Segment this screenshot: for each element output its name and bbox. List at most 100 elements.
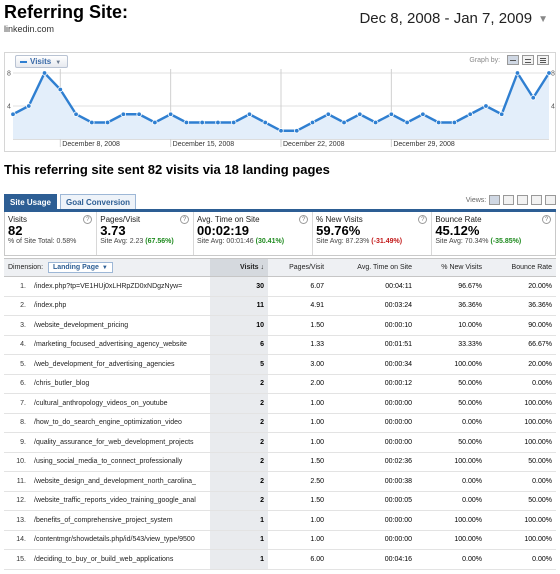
pages-per-visit-cell: 1.00 — [268, 413, 329, 433]
data-point — [104, 119, 111, 126]
visits-cell: 30 — [210, 276, 269, 297]
landing-page-link[interactable]: /benefits_of_comprehensive_project_syste… — [30, 510, 211, 531]
column-header-bounce-rate[interactable]: Bounce Rate — [486, 258, 557, 277]
avg-time-cell: 00:02:36 — [328, 452, 417, 472]
date-range-picker[interactable]: Dec 8, 2008 - Jan 7, 2009 ▼ — [359, 10, 548, 27]
help-icon[interactable]: ? — [418, 215, 428, 224]
x-tick-label: December 8, 2008 — [62, 141, 120, 148]
dimension-selector-dropdown[interactable]: Landing Page ▼ — [47, 262, 113, 273]
performance-view-icon[interactable] — [517, 195, 529, 205]
metric-comparison-prefix: Site Avg: 2.23 — [100, 238, 146, 245]
new-visits-cell: 50.00% — [416, 393, 487, 414]
visits-graph-panel: Visits ▼ Graph by: 4 4 8 8 December 8, 2008 De… — [4, 52, 556, 152]
metric-comparison: Site Avg: 00:01:46 (30.41%) — [197, 238, 309, 245]
avg-time-cell: 00:00:10 — [328, 315, 417, 336]
avg-time-cell: 00:00:05 — [328, 491, 417, 511]
landing-page-link[interactable]: /quality_assurance_for_web_development_p… — [30, 432, 211, 453]
tab-goal-conversion[interactable]: Goal Conversion — [60, 194, 137, 209]
data-point — [435, 119, 442, 126]
metric-value: 3.73 — [100, 223, 126, 238]
landing-page-link[interactable]: /index.php?tp=VE1HUj0xLHRpZD0xNDgzNyw= — [30, 276, 211, 297]
pivot-view-icon[interactable] — [545, 195, 556, 205]
metric-comparison: Site Avg: 2.23 (67.56%) — [100, 238, 190, 245]
landing-pages-table: Dimension: Landing Page ▼ Visits ↓ Pages/… — [4, 258, 557, 570]
referring-site-name: linkedin.com — [4, 24, 55, 34]
visits-cell: 2 — [210, 432, 269, 453]
new-visits-cell: 100.00% — [416, 530, 487, 550]
new-visits-cell: 100.00% — [416, 354, 487, 375]
landing-page-link[interactable]: /marketing_focused_advertising_agency_we… — [30, 335, 211, 355]
table-row: 9./quality_assurance_for_web_development… — [4, 432, 557, 453]
column-header-new-visits[interactable]: % New Visits — [416, 258, 487, 277]
metric-comparison-value: (-35.85%) — [490, 238, 522, 245]
data-point — [404, 119, 410, 126]
data-point — [152, 119, 158, 126]
comparison-view-icon[interactable] — [531, 195, 543, 205]
table-row: 4./marketing_focused_advertising_agency_… — [4, 335, 557, 355]
landing-page-link[interactable]: /using_social_media_to_connect_professio… — [30, 452, 211, 472]
landing-page-link[interactable]: /deciding_to_buy_or_build_web_applicatio… — [30, 549, 211, 570]
metric-comparison-prefix: Site Avg: 00:01:46 — [196, 238, 256, 245]
graph-by-month-button[interactable] — [537, 55, 549, 65]
pages-per-visit-cell: 1.50 — [268, 315, 329, 336]
landing-page-link[interactable]: /index.php — [30, 296, 211, 316]
table-view-icon[interactable] — [489, 195, 501, 205]
new-visits-cell: 10.00% — [416, 315, 487, 336]
pages-per-visit-cell: 3.00 — [268, 354, 329, 375]
graph-by-week-button[interactable] — [522, 55, 535, 65]
help-icon[interactable]: ? — [541, 215, 551, 224]
dimension-selector-label: Landing Page — [52, 264, 99, 271]
landing-page-link[interactable]: /cultural_anthropology_videos_on_youtube — [30, 393, 211, 414]
pie-view-icon[interactable] — [503, 195, 515, 205]
metric-selector-dropdown[interactable]: Visits ▼ — [15, 55, 69, 68]
landing-page-link[interactable]: /how_to_do_search_engine_optimization_vi… — [30, 413, 211, 433]
visits-cell: 1 — [210, 530, 269, 550]
bounce-rate-cell: 36.36% — [486, 296, 557, 316]
landing-page-link[interactable]: /chris_butler_blog — [30, 374, 211, 394]
column-header-visits[interactable]: Visits ↓ — [210, 258, 269, 277]
help-icon[interactable]: ? — [299, 215, 309, 224]
x-tick-label: December 29, 2008 — [393, 141, 455, 148]
data-point — [246, 111, 253, 117]
row-number: 7. — [4, 393, 30, 414]
landing-page-link[interactable]: /website_traffic_reports_video_training_… — [30, 491, 211, 511]
report-tabs: Site Usage Goal Conversion Views: — [4, 194, 556, 209]
graph-by-day-button[interactable] — [507, 55, 520, 65]
help-icon[interactable]: ? — [83, 215, 93, 224]
visits-cell: 2 — [210, 452, 269, 472]
landing-page-link[interactable]: /web_development_for_advertising_agencie… — [30, 354, 211, 375]
avg-time-cell: 00:04:11 — [328, 276, 417, 297]
pages-per-visit-cell: 1.00 — [268, 530, 329, 550]
tab-site-usage[interactable]: Site Usage — [4, 194, 57, 209]
data-point — [199, 119, 205, 126]
column-header-pages-per-visit[interactable]: Pages/Visit — [268, 258, 329, 277]
data-point — [294, 128, 300, 134]
bounce-rate-cell: 100.00% — [486, 510, 557, 531]
avg-time-cell: 00:00:00 — [328, 393, 417, 414]
landing-page-link[interactable]: /website_development_pricing — [30, 315, 211, 336]
metric-selector-label: Visits — [30, 57, 52, 66]
data-point — [41, 70, 48, 76]
bounce-rate-cell: 100.00% — [486, 432, 557, 453]
y-tick-label: 8 — [551, 71, 555, 78]
chevron-down-icon: ▼ — [538, 13, 548, 25]
new-visits-cell: 36.36% — [416, 296, 487, 316]
row-number: 1. — [4, 276, 30, 297]
visits-cell: 2 — [210, 374, 269, 394]
pages-per-visit-cell: 2.50 — [268, 471, 329, 492]
y-tick-label: 8 — [7, 71, 11, 78]
landing-page-link[interactable]: /website_design_and_development_north_ca… — [30, 471, 211, 492]
landing-page-link[interactable]: /contentmgr/showdetails.php/id/543/view_… — [30, 530, 211, 550]
metric-bounce-rate: Bounce Rate 45.12% Site Avg: 70.34% (-35… — [432, 212, 555, 255]
new-visits-cell: 50.00% — [416, 432, 487, 453]
pages-per-visit-cell: 1.00 — [268, 432, 329, 453]
pages-per-visit-cell: 6.07 — [268, 276, 329, 297]
metric-value: 45.12% — [435, 223, 480, 238]
bounce-rate-cell: 100.00% — [486, 530, 557, 550]
help-icon[interactable]: ? — [179, 215, 189, 224]
column-header-avg-time[interactable]: Avg. Time on Site — [328, 258, 417, 277]
table-header-row: Dimension: Landing Page ▼ Visits ↓ Pages/… — [4, 258, 557, 277]
data-point — [26, 103, 32, 109]
metric-label: Visits — [8, 215, 27, 224]
data-point — [357, 111, 363, 117]
